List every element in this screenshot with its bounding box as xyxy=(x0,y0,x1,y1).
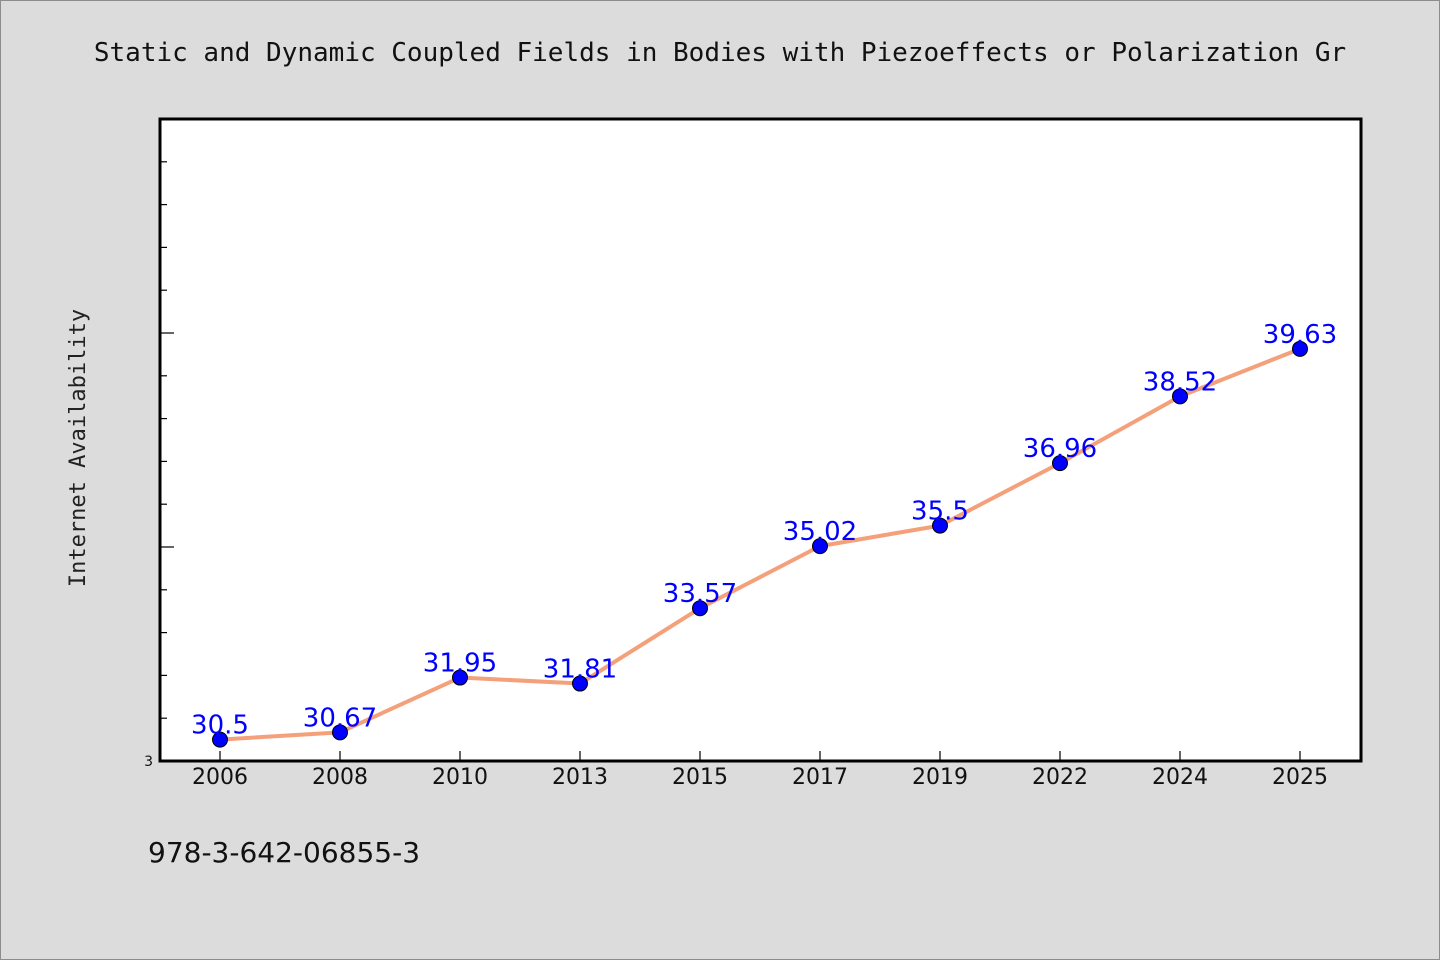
x-axis-tick-labels: 2006 2008 2010 2013 2015 2017 2019 2022 2024 2025 xyxy=(192,765,1328,790)
x-tick-label: 2010 xyxy=(432,765,488,790)
series-group xyxy=(218,346,1302,742)
x-tick-label: 2019 xyxy=(912,765,968,790)
data-label: 31.95 xyxy=(423,649,497,679)
x-tick-label: 2017 xyxy=(792,765,848,790)
markers-group xyxy=(212,340,1308,748)
y-axis-tick-labels: 3 xyxy=(144,754,153,770)
data-point xyxy=(812,538,828,555)
plot-area xyxy=(158,117,1363,763)
x-tick-label: 2013 xyxy=(552,765,608,790)
data-point xyxy=(932,517,948,534)
data-label: 36.96 xyxy=(1023,434,1097,464)
y-axis-ticks xyxy=(160,118,174,762)
data-label: 35.02 xyxy=(783,517,857,547)
data-point xyxy=(332,724,348,741)
y-tick-label: 3 xyxy=(144,754,153,770)
data-label: 30.5 xyxy=(191,711,249,741)
data-label: 39.63 xyxy=(1263,320,1337,350)
x-tick-label: 2008 xyxy=(312,765,368,790)
data-point xyxy=(692,600,708,617)
x-tick-label: 2024 xyxy=(1152,765,1208,790)
data-label: 33.57 xyxy=(663,579,737,609)
x-axis-ticks xyxy=(219,751,1301,761)
data-point xyxy=(572,675,588,692)
data-point xyxy=(212,731,228,748)
data-label: 35.5 xyxy=(911,497,969,527)
series-line xyxy=(218,346,1302,742)
x-tick-label: 2025 xyxy=(1272,765,1328,790)
data-label: 38.52 xyxy=(1143,367,1217,397)
chart-title: Static and Dynamic Coupled Fields in Bod… xyxy=(94,38,1346,68)
x-tick-label: 2015 xyxy=(672,765,728,790)
data-label: 31.81 xyxy=(543,655,617,685)
data-point xyxy=(452,669,468,686)
data-point xyxy=(1292,340,1308,357)
isbn-footer: 978-3-642-06855-3 xyxy=(148,836,420,869)
y-axis-label: Internet Availability xyxy=(66,309,91,587)
data-point xyxy=(1172,388,1188,405)
x-tick-label: 2006 xyxy=(192,765,248,790)
data-labels-group: 30.5 30.67 31.95 31.81 33.57 35.02 35.5 36.96 38… xyxy=(191,320,1337,741)
data-point xyxy=(1052,455,1068,472)
x-tick-label: 2022 xyxy=(1032,765,1088,790)
data-label: 30.67 xyxy=(303,703,377,733)
